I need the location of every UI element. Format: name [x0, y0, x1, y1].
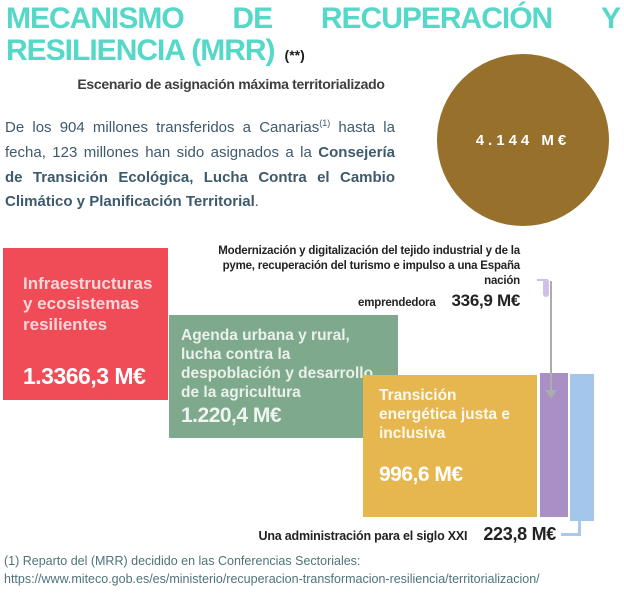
title-line-1: MECANISMO DE RECUPERACIÓN Y [6, 2, 621, 35]
treemap-block-transicion-energetica: Transición energética justa e inclusiva … [363, 375, 537, 517]
callout-value: 223,8 M€ [483, 524, 556, 544]
total-amount-value: 4.144 M€ [475, 131, 571, 149]
connector-line-administracion [578, 521, 581, 535]
block-label: Agenda urbana y rural, lucha contra la d… [181, 327, 374, 401]
intro-period: . [254, 193, 259, 211]
elbow-connector-modernizacion [543, 279, 549, 297]
footnote-text: (1) Reparto del (MRR) decidido en las Co… [4, 554, 361, 568]
callout-label-line: emprendedora [358, 296, 436, 309]
footnote-url-link[interactable]: https://www.miteco.gob.es/es/ministerio/… [4, 572, 540, 587]
block-value: 1.220,4 M€ [181, 404, 282, 427]
elbow-connector-modernizacion [537, 279, 548, 281]
scenario-subtitle: Escenario de asignación máxima territori… [77, 76, 385, 92]
title-line-2: RESILIENCIA (MRR) (**) [6, 36, 620, 66]
treemap-block-infraestructuras: Infraestructuras y ecosistemas resilient… [3, 248, 168, 400]
intro-text-2: hasta la fecha, 123 millones han sido as… [5, 119, 395, 161]
title-word: Y [600, 2, 621, 35]
block-value: 996,6 M€ [379, 463, 463, 486]
intro-bold-consejeria: Consejería de Transición Ecológica, Luch… [5, 143, 395, 211]
title-word: DE [232, 2, 273, 35]
footnote-ref-1: (1) [319, 118, 331, 128]
page-title: MECANISMO DE RECUPERACIÓN Y RESILIENCIA … [6, 2, 621, 66]
callout-label: Una administración para el siglo XXI [258, 529, 468, 543]
title-word: MECANISMO [6, 2, 185, 35]
arrow-down-icon [545, 390, 557, 399]
callout-label-line: pyme, recuperación del turismo e impulso… [222, 260, 521, 288]
block-label: Infraestructuras y ecosistemas resilient… [23, 274, 153, 334]
block-value: 1.3366,3 M€ [23, 363, 146, 389]
title-footnote-marker: (**) [284, 47, 305, 63]
callout-label-line: Modernización y digitalización del tejid… [218, 245, 520, 257]
connector-line-administracion [561, 533, 581, 536]
title-line2-text: RESILIENCIA (MRR) [6, 34, 276, 67]
footnote: (1) Reparto del (MRR) decidido en las Co… [4, 552, 604, 588]
callout-administracion: Una administración para el siglo XXI 223,… [196, 524, 557, 545]
total-amount-circle: 4.144 M€ [437, 54, 609, 226]
intro-paragraph: De los 904 millones transferidos a Canar… [5, 116, 395, 215]
treemap-bar-administracion [570, 374, 594, 521]
block-label: Transición energética justa e inclusiva [379, 387, 510, 442]
callout-value: 336,9 M€ [451, 290, 521, 310]
connector-line-modernizacion [550, 281, 552, 390]
treemap-block-agenda-urbana: Agenda urbana y rural, lucha contra la d… [169, 315, 398, 438]
intro-text-1: De los 904 millones transferidos a Canar… [5, 119, 320, 136]
callout-modernizacion: Modernización y digitalización del tejid… [210, 244, 520, 312]
title-word: RECUPERACIÓN [320, 2, 553, 35]
